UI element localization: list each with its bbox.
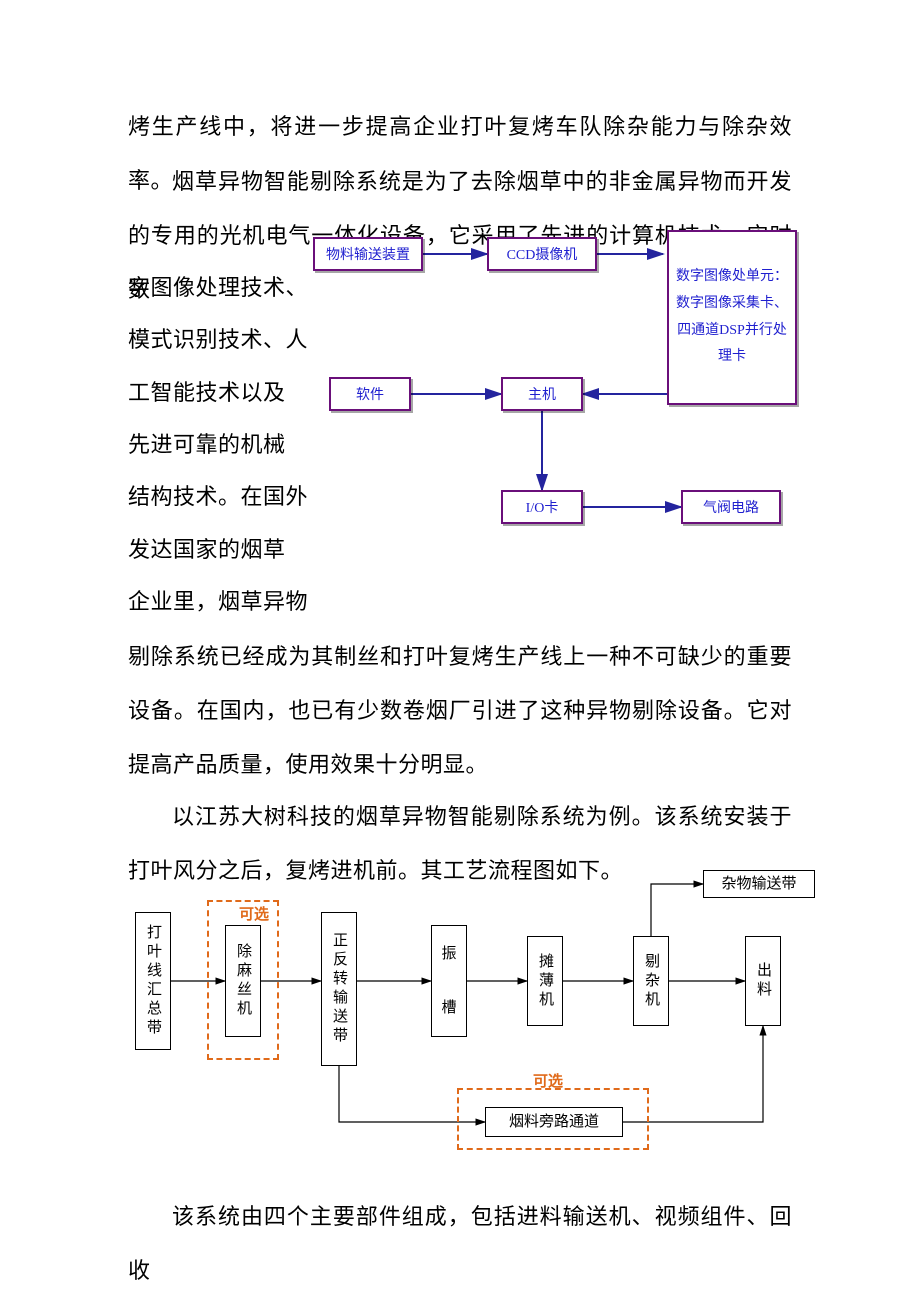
p2b-line4: 先进可靠的机械 (128, 432, 286, 457)
p2b-line5: 结构技术。在国外 (128, 484, 308, 509)
p2b-line7: 企业里，烟草异物 (128, 589, 308, 614)
p2b-line1: 字图像处理技术、 (128, 275, 308, 300)
p2b-line2: 模式识别技术、人 (128, 327, 308, 352)
d2-node-b3: 正反转输送带 (321, 912, 357, 1066)
d2-optlabel-o1: 可选 (239, 903, 269, 924)
d2-node-b9: 烟料旁路通道 (485, 1107, 623, 1137)
d1-node-n7: 气阀电路 (681, 490, 781, 524)
d2-node-b4: 振槽 (431, 925, 467, 1037)
d2-node-b2: 除麻丝机 (225, 925, 261, 1037)
paragraph-4: 该系统由四个主要部件组成，包括进料输送机、视频组件、回收 (128, 1190, 792, 1298)
d2-node-b8: 杂物输送带 (703, 870, 815, 898)
d2-edge-6 (651, 884, 703, 936)
d2-node-b5: 摊薄机 (527, 936, 563, 1026)
d2-node-b1: 打叶线汇总带 (135, 912, 171, 1050)
paragraph-2c: 剔除系统已经成为其制丝和打叶复烤生产线上一种不可缺少的重要设备。在国内，也已有少… (128, 630, 792, 792)
process-flowchart: 打叶线汇总带 除麻丝机 正反转输送带 振槽 摊薄机 剔杂机 出料 杂物输送带烟料旁路通道 可选… (135, 870, 820, 1150)
d1-node-n4: 软件 (329, 377, 411, 411)
d1-node-n3: 数字图像处单元：数字图像采集卡、四通道DSP并行处理卡 (667, 230, 797, 405)
d1-node-n1: 物料输送装置 (313, 237, 423, 271)
p2b-line3: 工智能技术以及 (128, 380, 286, 405)
d1-node-n2: CCD摄像机 (487, 237, 597, 271)
system-block-diagram: 物料输送装置 CCD摄像机 数字图像处单元：数字图像采集卡、四通道DSP并行处理卡软… (305, 222, 800, 552)
d1-node-n6: I/O卡 (501, 490, 583, 524)
d2-node-b6: 剔杂机 (633, 936, 669, 1026)
d1-node-n5: 主机 (501, 377, 583, 411)
paragraph-2b: 字图像处理技术、 模式识别技术、人 工智能技术以及 先进可靠的机械 结构技术。在… (128, 262, 326, 629)
document-page: 烤生产线中，将进一步提高企业打叶复烤车队除杂能力与除杂效率。 烟草异物智能剔除系… (0, 0, 920, 1302)
p2b-line6: 发达国家的烟草 (128, 537, 286, 562)
d2-node-b7: 出料 (745, 936, 781, 1026)
d2-optlabel-o2: 可选 (533, 1070, 563, 1091)
